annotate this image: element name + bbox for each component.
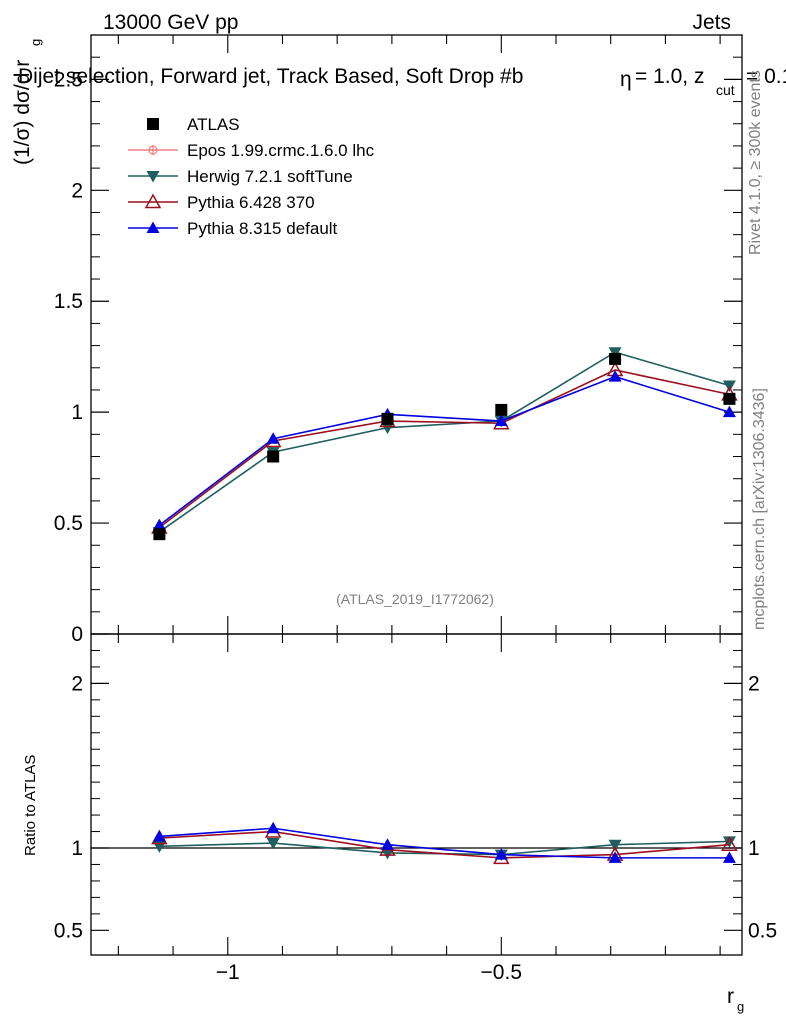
ratio-point-herwig: [381, 847, 395, 860]
legend: ATLAS Epos 1.99.crmc.1.6.0 lhc Herwig 7.2.…: [128, 115, 375, 238]
main-ytick-label: 1: [71, 401, 83, 424]
ratio-ytick-label: 0.5: [54, 919, 83, 942]
point-pythia8: [608, 370, 622, 382]
main-ytick-label: 0: [71, 623, 83, 646]
ratio-line-pythia8: [159, 827, 730, 859]
beta-symbol: η: [620, 68, 632, 91]
main-ytick-label: 2: [71, 179, 83, 202]
ratio-ytick-label-right: 1: [748, 837, 760, 860]
legend-label-epos: Epos 1.99.crmc.1.6.0 lhc: [187, 141, 375, 160]
category-label: Jets: [692, 11, 731, 34]
point-herwig: [381, 422, 395, 435]
legend-label-pythia8: Pythia 8.315 default: [187, 219, 338, 238]
mcplots-label: mcplots.cern.ch [arXiv:1306.3436]: [751, 388, 768, 630]
legend-marker-pythia8: [146, 221, 160, 233]
ratio-point-pythia8: [381, 838, 395, 850]
point-atlas: [609, 352, 622, 365]
legend-label-atlas: ATLAS: [187, 115, 240, 134]
legend-marker-atlas: [147, 118, 159, 130]
legend-marker-pythia6: [144, 193, 162, 209]
point-pythia8: [266, 432, 280, 444]
series-line-pythia8: [158, 375, 730, 526]
point-atlas: [723, 392, 736, 405]
series-line-pythia6: [158, 369, 730, 529]
point-pythia8: [722, 405, 736, 418]
ratio-line-pythia6: [159, 830, 730, 859]
legend-label-pythia6: Pythia 6.428 370: [187, 193, 315, 212]
y-axis-title: (1/σ) dσ/d r: [11, 60, 34, 165]
analysis-watermark: (ATLAS_2019_I1772062): [336, 591, 494, 607]
ratio-point-pythia6: [721, 836, 738, 851]
xtick-label: −0.5: [481, 961, 522, 984]
main-axes: 0.5 1 1.5 2 2.5 0: [54, 35, 742, 646]
ratio-point-pythia8: [722, 851, 736, 863]
ratio-ytick-label: 2: [71, 672, 83, 695]
beta-value: = 1.0, z: [635, 65, 704, 88]
ratio-point-pythia8: [494, 848, 508, 860]
ratio-plot-frame: [90, 633, 743, 956]
legend-marker-herwig: [146, 171, 160, 183]
series-line-herwig: [158, 351, 730, 533]
ratio-series: [151, 821, 738, 865]
x-axis-title: r: [727, 985, 734, 1008]
main-ytick-label: 2.5: [54, 68, 83, 91]
legend-marker-epos: [148, 145, 158, 155]
y-axis-title-sub: g: [28, 39, 43, 46]
ratio-point-herwig: [608, 839, 622, 852]
zcut-subscript: cut: [716, 82, 735, 98]
energy-label: 13000 GeV pp: [103, 11, 238, 34]
point-pythia8: [494, 414, 508, 427]
ratio-axes: 0.5 0.5 1 1 2 2 −1 −0.5: [54, 634, 777, 984]
ratio-ytick-label: 1: [71, 837, 83, 860]
main-ytick-label: 0.5: [54, 512, 83, 535]
point-atlas: [267, 450, 280, 463]
point-atlas: [153, 528, 166, 541]
selection-title: Dijet selection, Forward jet, Track Base…: [18, 65, 523, 88]
ratio-ytick-label-right: 0.5: [748, 919, 777, 942]
main-ytick-label: 1.5: [54, 290, 83, 313]
ratio-point-herwig: [722, 836, 736, 848]
main-series: [151, 347, 738, 541]
rivet-label: Rivet 4.1.0, ≥ 300k events: [747, 70, 764, 255]
ratio-point-pythia8: [266, 821, 280, 834]
legend-label-herwig: Herwig 7.2.1 softTune: [187, 167, 353, 186]
zcut-value: = 0.1: [746, 65, 786, 88]
ratio-point-herwig: [266, 838, 280, 850]
ratio-axis-title: Ratio to ATLAS: [22, 755, 39, 856]
ratio-ytick-label-right: 2: [748, 672, 760, 695]
x-axis-title-sub: g: [737, 999, 744, 1014]
point-pythia8: [152, 518, 166, 531]
ratio-point-pythia8: [608, 851, 622, 863]
xtick-label: −1: [216, 961, 240, 984]
point-atlas: [381, 412, 394, 425]
point-atlas: [495, 403, 508, 416]
ratio-point-pythia8: [152, 829, 166, 842]
